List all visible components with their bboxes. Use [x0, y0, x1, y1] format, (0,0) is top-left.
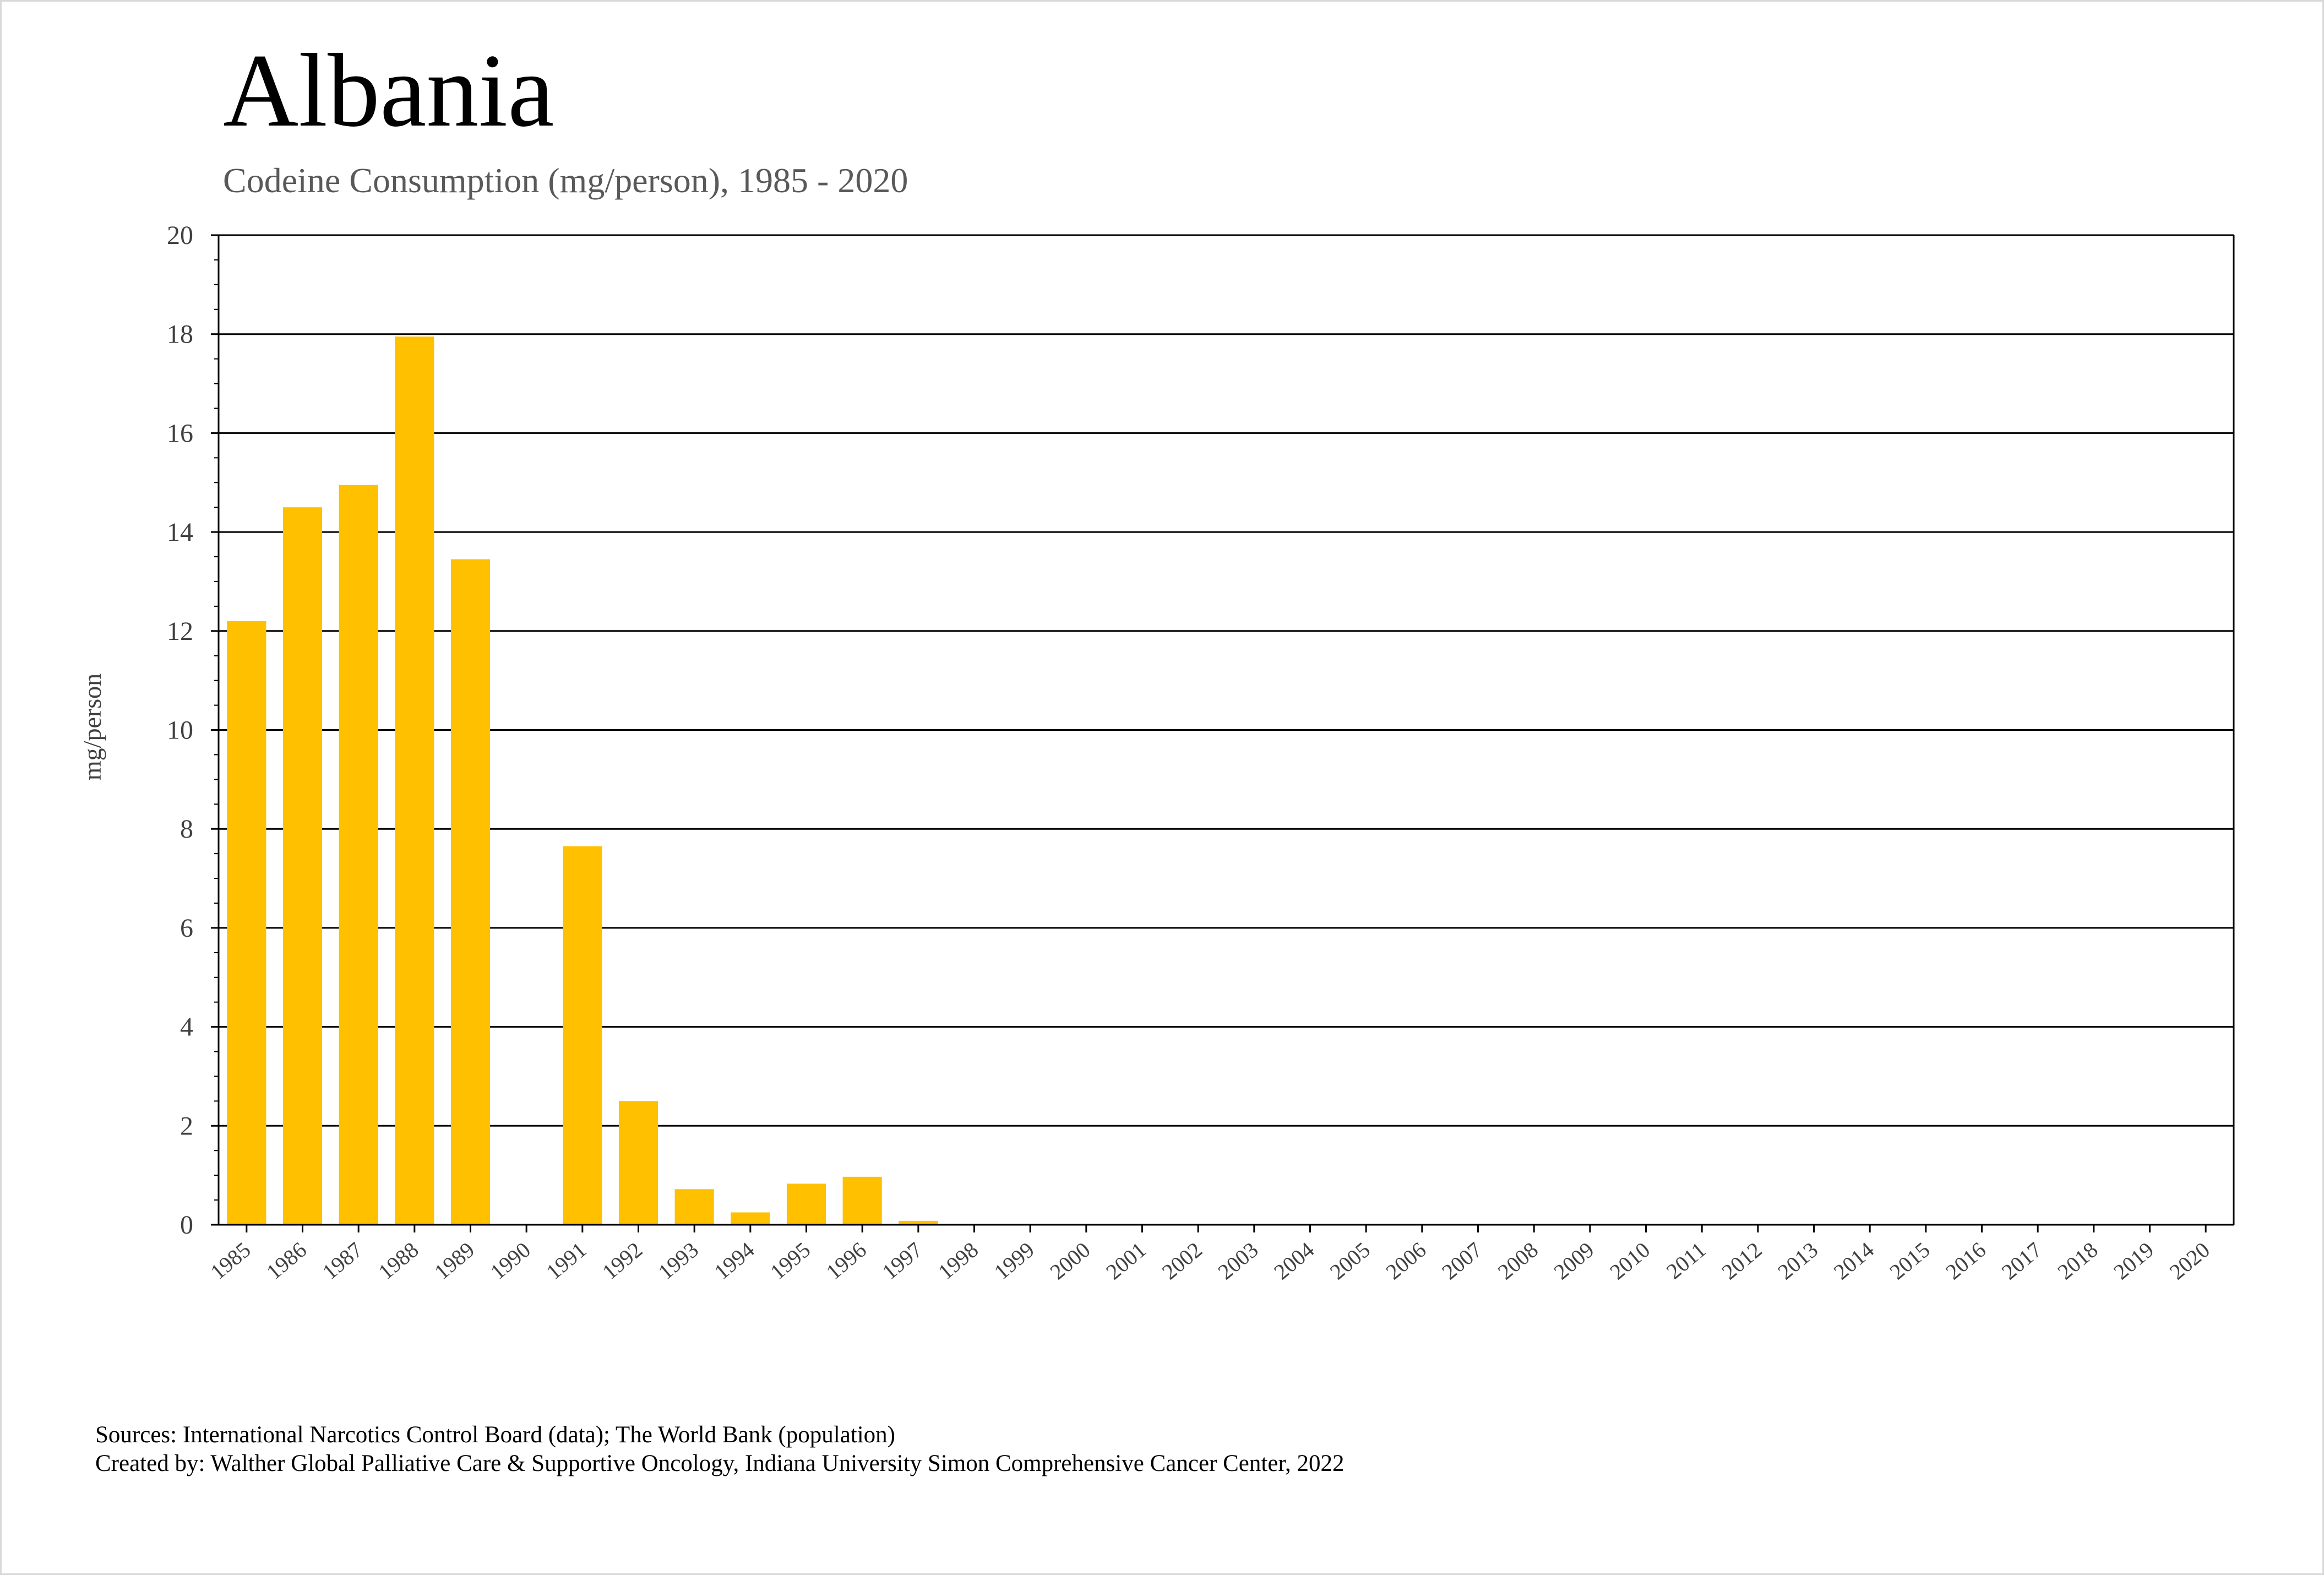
x-tick-label: 2014	[1829, 1237, 1879, 1284]
x-tick-label: 1997	[877, 1237, 927, 1284]
x-tick-label: 2006	[1381, 1237, 1430, 1284]
bar-1994	[731, 1212, 770, 1225]
y-tick-label: 6	[180, 914, 193, 943]
sources-note: Sources: International Narcotics Control…	[95, 1421, 1345, 1478]
chart-title: Albania	[223, 33, 554, 149]
x-tick-label: 2013	[1773, 1237, 1822, 1284]
chart-subtitle: Codeine Consumption (mg/person), 1985 - …	[223, 161, 908, 200]
x-tick-label: 1988	[373, 1237, 423, 1284]
x-tick-label: 2020	[2165, 1237, 2214, 1284]
x-tick-label: 1985	[205, 1237, 255, 1284]
x-tick-label: 1993	[654, 1237, 703, 1284]
x-tick-label: 1990	[486, 1237, 535, 1284]
x-tick-label: 2012	[1717, 1237, 1766, 1284]
y-tick-label: 0	[180, 1210, 193, 1240]
bar-1995	[786, 1183, 826, 1225]
created-by-line: Created by: Walther Global Palliative Ca…	[95, 1451, 1345, 1476]
x-tick-label: 2017	[1997, 1237, 2047, 1284]
bar-1997	[899, 1220, 938, 1225]
x-tick-label: 1987	[318, 1237, 367, 1284]
x-tick-label: 1992	[597, 1237, 647, 1284]
bar-1992	[618, 1101, 658, 1225]
x-tick-label: 2005	[1325, 1237, 1375, 1284]
y-tick-label: 8	[180, 814, 193, 844]
x-tick-label: 1995	[765, 1237, 815, 1284]
x-tick-label: 2008	[1493, 1237, 1543, 1284]
x-tick-label: 1999	[989, 1237, 1039, 1284]
gridlines	[219, 234, 2234, 1127]
y-tick-label: 10	[167, 716, 193, 745]
x-tick-label: 1991	[541, 1237, 591, 1284]
y-tick-label: 16	[167, 419, 193, 448]
x-tick-label: 2016	[1941, 1237, 1990, 1284]
x-tick-label: 1994	[709, 1237, 759, 1284]
x-tick-label: 2002	[1157, 1237, 1207, 1284]
bar-1986	[282, 507, 323, 1225]
x-tick-label: 2001	[1101, 1237, 1151, 1284]
x-tick-label: 2018	[2053, 1237, 2102, 1284]
bars	[227, 336, 938, 1225]
y-tick-label: 2	[180, 1111, 193, 1140]
y-tick-labels: 0 2 4 6 8 10 12 14 16 18 20	[167, 221, 193, 1240]
y-tick-label: 4	[180, 1013, 193, 1042]
x-tick-label: 2007	[1437, 1237, 1487, 1284]
x-tick-label: 2015	[1885, 1237, 1934, 1284]
bar-1987	[339, 485, 378, 1225]
x-tick-label: 2000	[1045, 1237, 1095, 1284]
x-tick-label: 2010	[1605, 1237, 1654, 1284]
x-tick-label: 1989	[429, 1237, 479, 1284]
sources-line: Sources: International Narcotics Control…	[95, 1422, 895, 1448]
x-tick-label: 1996	[821, 1237, 871, 1284]
bar-1996	[842, 1176, 882, 1225]
bar-1988	[395, 336, 434, 1225]
y-axis-title: mg/person	[78, 674, 106, 780]
bar-1989	[450, 559, 491, 1225]
y-tick-label: 14	[167, 518, 193, 547]
x-tick-labels: 1985 1986 1987 1988 1989 1990 1991 1992 1993 1994…	[205, 1237, 2214, 1284]
x-tick-label: 2009	[1549, 1237, 1598, 1284]
x-tick-label: 1986	[262, 1237, 311, 1284]
axes	[211, 234, 2235, 1232]
x-tick-label: 2004	[1269, 1237, 1319, 1284]
y-tick-label: 20	[167, 221, 193, 250]
bar-1991	[563, 846, 602, 1225]
y-tick-label: 18	[167, 320, 193, 349]
x-tick-label: 1998	[933, 1237, 983, 1284]
x-tick-label: 2011	[1662, 1237, 1711, 1284]
y-tick-label: 12	[167, 617, 193, 646]
bar-1985	[227, 621, 266, 1225]
x-tick-label: 2003	[1213, 1237, 1262, 1284]
x-tick-label: 2019	[2109, 1237, 2158, 1284]
bar-1993	[674, 1189, 714, 1225]
